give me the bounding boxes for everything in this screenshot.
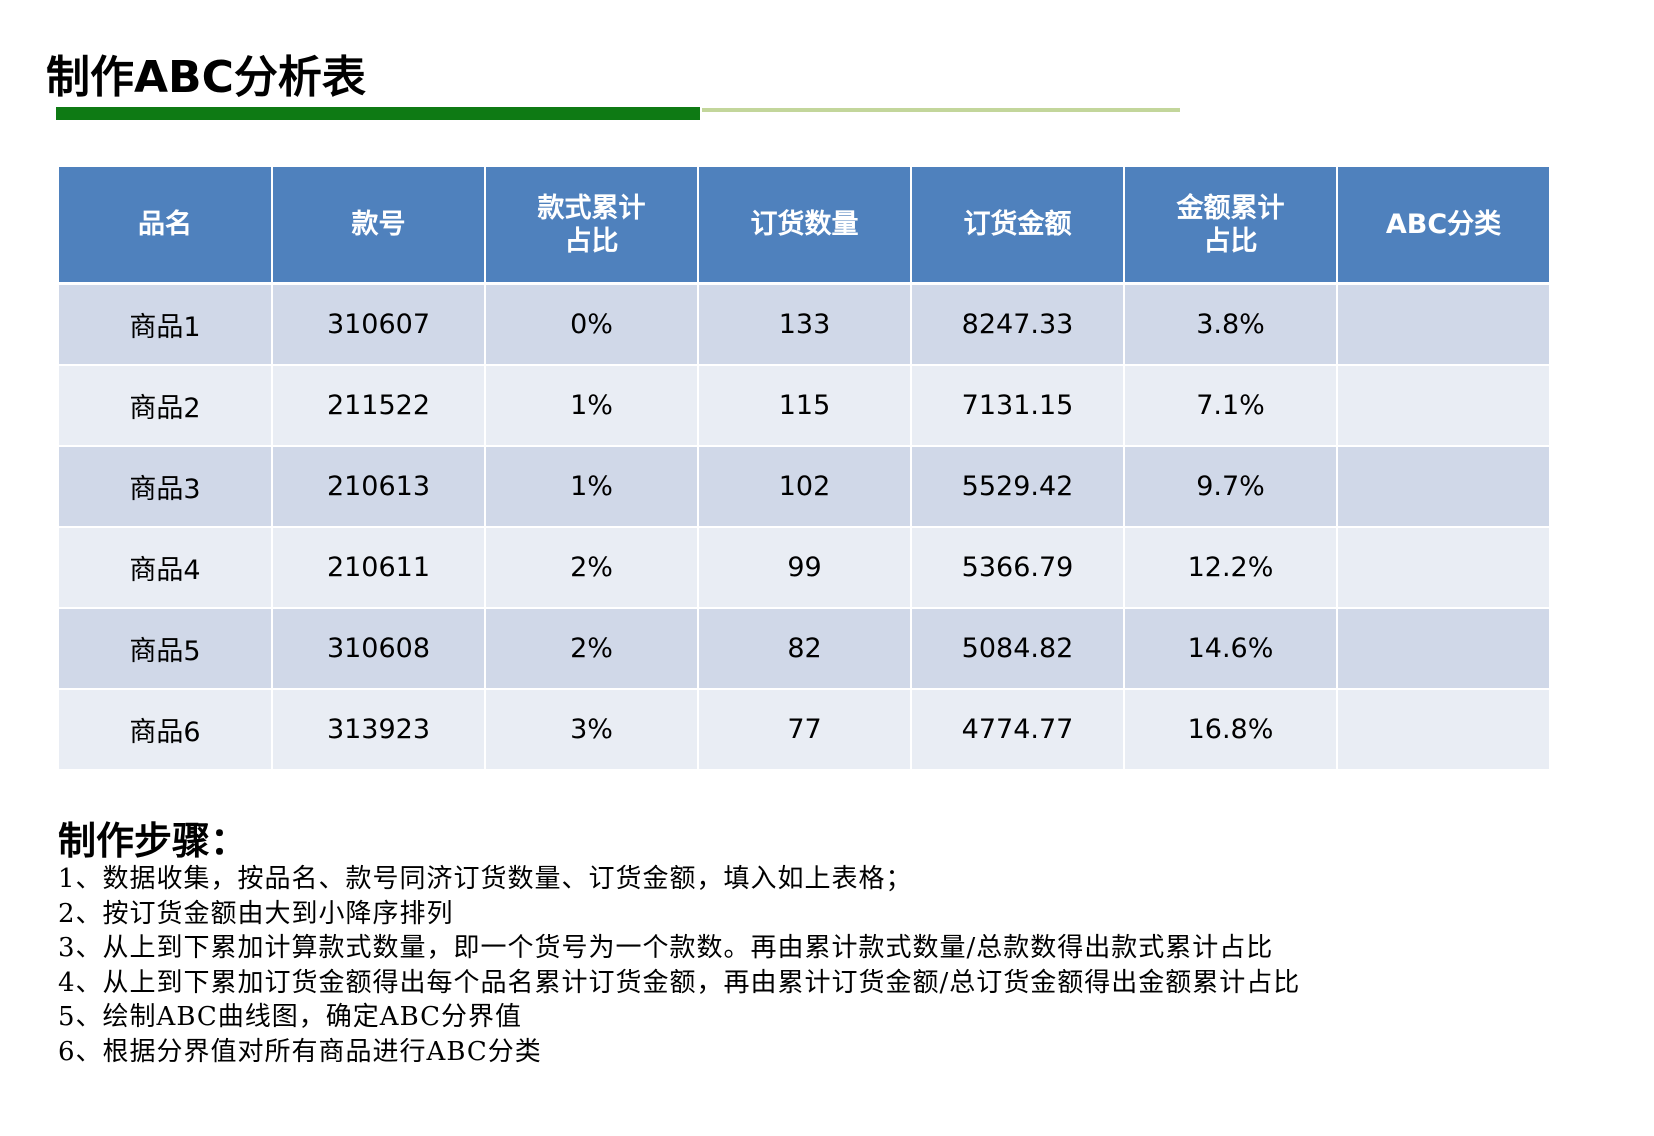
cell-order-quantity: 133 xyxy=(698,284,911,366)
cell-abc-class xyxy=(1337,689,1549,770)
cell-amount-cumulative-ratio: 7.1% xyxy=(1124,365,1337,446)
page-title: 制作ABC分析表 xyxy=(46,50,366,106)
cell-abc-class xyxy=(1337,608,1549,689)
cell-order-quantity: 82 xyxy=(698,608,911,689)
step-item: 3、从上到下累加计算款式数量，即一个货号为一个款数。再由累计款式数量/总款数得出… xyxy=(58,931,1618,966)
cell-product-name: 商品3 xyxy=(59,446,272,527)
cell-style-number: 310607 xyxy=(272,284,485,366)
cell-amount-cumulative-ratio: 12.2% xyxy=(1124,527,1337,608)
table-row: 商品5 310608 2% 82 5084.82 14.6% xyxy=(59,608,1549,689)
cell-style-number: 310608 xyxy=(272,608,485,689)
cell-style-number: 211522 xyxy=(272,365,485,446)
cell-order-quantity: 102 xyxy=(698,446,911,527)
table-row: 商品4 210611 2% 99 5366.79 12.2% xyxy=(59,527,1549,608)
title-underline-dark xyxy=(56,107,700,120)
table-row: 商品1 310607 0% 133 8247.33 3.8% xyxy=(59,284,1549,366)
cell-style-cumulative-ratio: 3% xyxy=(485,689,698,770)
cell-abc-class xyxy=(1337,527,1549,608)
steps-heading: 制作步骤： xyxy=(58,818,248,864)
cell-abc-class xyxy=(1337,446,1549,527)
cell-order-amount: 8247.33 xyxy=(911,284,1124,366)
cell-amount-cumulative-ratio: 3.8% xyxy=(1124,284,1337,366)
cell-style-cumulative-ratio: 1% xyxy=(485,446,698,527)
title-underline-light xyxy=(702,108,1180,112)
cell-product-name: 商品5 xyxy=(59,608,272,689)
cell-product-name: 商品2 xyxy=(59,365,272,446)
cell-order-amount: 7131.15 xyxy=(911,365,1124,446)
cell-style-cumulative-ratio: 1% xyxy=(485,365,698,446)
cell-order-quantity: 77 xyxy=(698,689,911,770)
cell-abc-class xyxy=(1337,284,1549,366)
cell-order-amount: 5366.79 xyxy=(911,527,1124,608)
step-item: 4、从上到下累加订货金额得出每个品名累计订货金额，再由累计订货金额/总订货金额得… xyxy=(58,966,1618,1001)
table-row: 商品6 313923 3% 77 4774.77 16.8% xyxy=(59,689,1549,770)
table-header-row: 品名 款号 款式累计占比 订货数量 订货金额 金额累计占比 ABC分类 xyxy=(59,167,1549,284)
cell-style-cumulative-ratio: 2% xyxy=(485,527,698,608)
cell-amount-cumulative-ratio: 16.8% xyxy=(1124,689,1337,770)
cell-style-number: 210611 xyxy=(272,527,485,608)
header-style-cumulative-ratio: 款式累计占比 xyxy=(485,167,698,284)
cell-style-cumulative-ratio: 2% xyxy=(485,608,698,689)
cell-amount-cumulative-ratio: 9.7% xyxy=(1124,446,1337,527)
table-row: 商品2 211522 1% 115 7131.15 7.1% xyxy=(59,365,1549,446)
step-item: 5、绘制ABC曲线图，确定ABC分界值 xyxy=(58,1000,1618,1035)
step-item: 6、根据分界值对所有商品进行ABC分类 xyxy=(58,1035,1618,1070)
step-item: 2、按订货金额由大到小降序排列 xyxy=(58,897,1618,932)
header-style-number: 款号 xyxy=(272,167,485,284)
header-order-quantity: 订货数量 xyxy=(698,167,911,284)
cell-product-name: 商品4 xyxy=(59,527,272,608)
steps-list: 1、数据收集，按品名、款号同济订货数量、订货金额，填入如上表格； 2、按订货金额… xyxy=(58,862,1618,1069)
step-item: 1、数据收集，按品名、款号同济订货数量、订货金额，填入如上表格； xyxy=(58,862,1618,897)
cell-order-quantity: 99 xyxy=(698,527,911,608)
cell-amount-cumulative-ratio: 14.6% xyxy=(1124,608,1337,689)
cell-style-number: 313923 xyxy=(272,689,485,770)
cell-abc-class xyxy=(1337,365,1549,446)
cell-style-number: 210613 xyxy=(272,446,485,527)
header-order-amount: 订货金额 xyxy=(911,167,1124,284)
abc-analysis-table: 品名 款号 款式累计占比 订货数量 订货金额 金额累计占比 ABC分类 商品1 … xyxy=(59,167,1549,771)
header-amount-cumulative-ratio: 金额累计占比 xyxy=(1124,167,1337,284)
cell-product-name: 商品6 xyxy=(59,689,272,770)
cell-order-quantity: 115 xyxy=(698,365,911,446)
cell-order-amount: 5084.82 xyxy=(911,608,1124,689)
header-product-name: 品名 xyxy=(59,167,272,284)
header-abc-class: ABC分类 xyxy=(1337,167,1549,284)
table-row: 商品3 210613 1% 102 5529.42 9.7% xyxy=(59,446,1549,527)
cell-style-cumulative-ratio: 0% xyxy=(485,284,698,366)
cell-order-amount: 4774.77 xyxy=(911,689,1124,770)
cell-order-amount: 5529.42 xyxy=(911,446,1124,527)
cell-product-name: 商品1 xyxy=(59,284,272,366)
